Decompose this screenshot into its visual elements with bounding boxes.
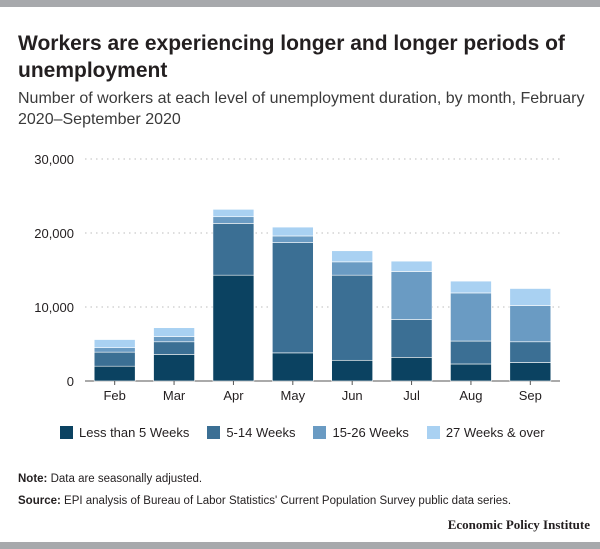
top-border [0,0,600,7]
bar-segment [390,319,433,358]
chart-subtitle: Number of workers at each level of unemp… [18,90,585,128]
bar-segment [509,341,552,363]
bar-segment [93,365,136,382]
bar-segment [272,235,314,243]
bar-segment [331,274,373,361]
bottom-border [0,542,600,549]
stacked-bar-chart: 0 10,000 20,000 30,000 Feb Mar Apr May Jun Jul Aug… [34,152,560,403]
x-tick-label: Jun [342,388,363,403]
bar-segment [450,280,492,294]
legend-swatch [207,426,221,439]
legend-swatch [313,426,327,439]
bar-segment [390,357,433,382]
bar-segment [153,327,195,337]
bar-segment [153,336,195,343]
note: Note: Data are seasonally adjusted. [18,473,202,485]
bar-segment [272,242,314,354]
bar-segment [450,340,492,365]
y-tick-label: 10,000 [34,300,74,315]
bar-segment [212,216,255,224]
chart-legend: Less than 5 Weeks 5-14 Weeks 15-26 Weeks 27… [60,425,563,440]
y-tick-label: 20,000 [34,226,74,241]
bar-segment [93,347,136,353]
bar-segment [153,354,195,382]
bar-segment [509,288,552,306]
x-tick-label: Sep [519,388,542,403]
bar-segment [509,362,552,382]
legend-label: 5-14 Weeks [226,425,296,440]
source-label: Source: [18,495,61,507]
bar-segment [450,363,492,382]
bar-segment [212,223,255,276]
bar-segment [390,271,433,320]
y-tick-label: 30,000 [34,152,74,167]
bar-segment [331,261,373,276]
legend-item: Less than 5 Weeks [60,425,189,440]
legend-label: 15-26 Weeks [332,425,409,440]
bar-segment [331,359,373,382]
legend-swatch [426,426,440,439]
x-tick-label: Feb [103,388,125,403]
bar-segment [212,209,255,218]
bar-segment [272,226,314,237]
x-tick-label: May [281,388,306,403]
note-label: Note: [18,473,48,485]
bar-segment [450,292,492,342]
y-tick-label: 0 [67,374,74,389]
legend-item: 27 Weeks & over [426,425,545,440]
bar-segment [153,341,195,355]
legend-swatch [60,426,73,439]
bar-segment [509,305,552,343]
bar-segment [331,250,373,263]
legend-item: 5-14 Weeks [207,425,295,440]
bar-segment [93,339,136,348]
x-tick-label: Apr [223,388,244,403]
legend-item: 15-26 Weeks [313,425,409,440]
legend-label: 27 Weeks & over [445,425,545,440]
x-tick-label: Jul [403,388,420,403]
note-text: Data are seasonally adjusted. [47,473,203,485]
bar-segment [390,260,433,272]
brand-logo-text: Economic Policy Institute [447,517,590,532]
bar-segment [93,351,136,367]
chart-title: Workers are experiencing longer and long… [18,32,565,82]
bar-segment [212,274,255,382]
x-tick-label: Aug [459,388,482,403]
source: Source: EPI analysis of Bureau of Labor … [18,495,511,507]
bar-segment [272,352,314,382]
legend-label: Less than 5 Weeks [79,425,190,440]
x-tick-label: Mar [163,388,186,403]
source-text: EPI analysis of Bureau of Labor Statisti… [60,495,512,507]
